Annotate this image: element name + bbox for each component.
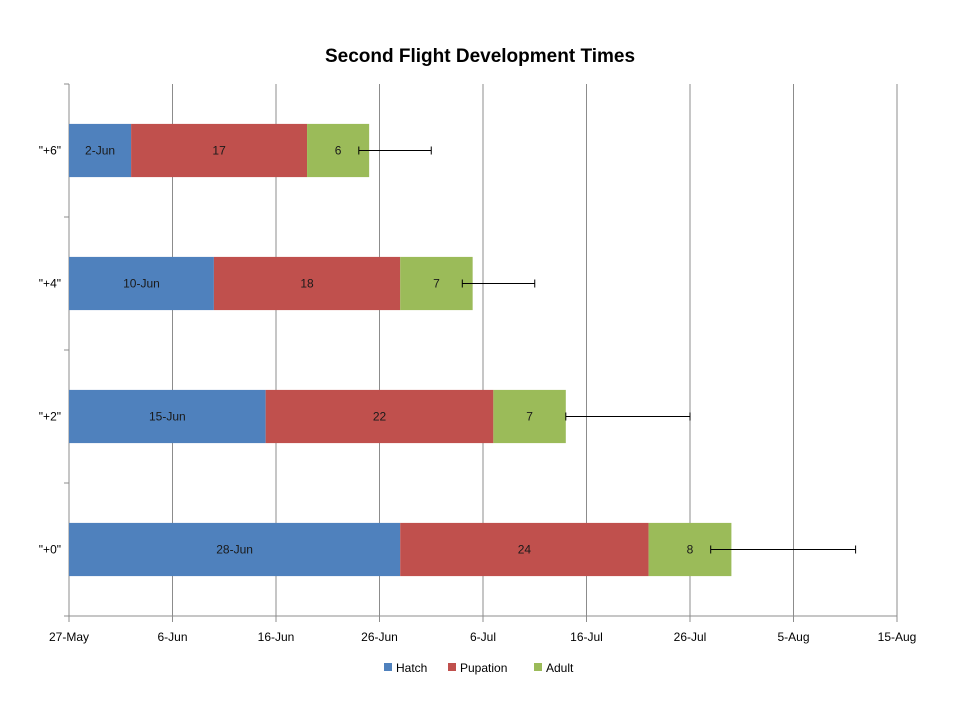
legend-adult-label: Adult [546, 661, 574, 675]
bar-labels: 2-Jun 17 6 10-Jun 18 7 15-Jun 22 7 28-Jun 24 8 [85, 144, 694, 557]
bar-pupation [400, 522, 649, 577]
x-tick-label: 16-Jun [258, 630, 295, 644]
x-tick-label: 27-May [49, 630, 89, 644]
bar-pupation-label: 17 [212, 144, 226, 158]
x-tick-label: 16-Jul [570, 630, 603, 644]
x-tick-label: 15-Aug [878, 630, 917, 644]
legend-pupation-label: Pupation [460, 661, 507, 675]
bar-pupation-label: 24 [518, 543, 532, 557]
legend-pupation-swatch [448, 663, 456, 671]
bar-adult [493, 389, 566, 444]
axes: 27-May 6-Jun 16-Jun 26-Jun 6-Jul 16-Jul 26-Jul… [39, 83, 917, 644]
chart-title: Second Flight Development Times [325, 46, 635, 67]
bar-pupation-label: 22 [373, 410, 387, 424]
bar-hatch [69, 123, 132, 178]
bar-hatch [69, 256, 214, 311]
y-category-label: "+2" [39, 410, 61, 424]
bar-hatch-label: 28-Jun [216, 543, 253, 557]
bar-pupation-label: 18 [300, 277, 314, 291]
error-bars [358, 146, 857, 554]
bar-adult-label: 7 [526, 410, 533, 424]
bar-hatch-label: 10-Jun [123, 277, 160, 291]
legend-hatch-label: Hatch [396, 661, 427, 675]
y-category-label: "+6" [39, 144, 61, 158]
bar-hatch-label: 15-Jun [149, 410, 186, 424]
bar-pupation [131, 123, 308, 178]
bar-pupation [213, 256, 401, 311]
legend-adult-swatch [534, 663, 542, 671]
bar-adult-label: 7 [433, 277, 440, 291]
x-tick-label: 5-Aug [777, 630, 809, 644]
x-tick-label: 26-Jun [361, 630, 398, 644]
bar-hatch-label: 2-Jun [85, 144, 115, 158]
x-tick-label: 6-Jun [157, 630, 187, 644]
x-tick-label: 6-Jul [470, 630, 496, 644]
bar-hatch [69, 522, 401, 577]
legend-hatch-swatch [384, 663, 392, 671]
bar-hatch [69, 389, 266, 444]
bar-adult [400, 256, 473, 311]
bars [69, 123, 732, 577]
bar-adult-label: 6 [335, 144, 342, 158]
y-category-label: "+4" [39, 277, 61, 291]
bar-adult-label: 8 [687, 543, 694, 557]
x-tick-label: 26-Jul [674, 630, 707, 644]
bar-pupation [265, 389, 494, 444]
y-category-label: "+0" [39, 543, 61, 557]
legend: Hatch Pupation Adult [384, 661, 574, 675]
